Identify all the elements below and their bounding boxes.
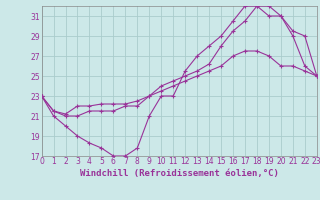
X-axis label: Windchill (Refroidissement éolien,°C): Windchill (Refroidissement éolien,°C)	[80, 169, 279, 178]
